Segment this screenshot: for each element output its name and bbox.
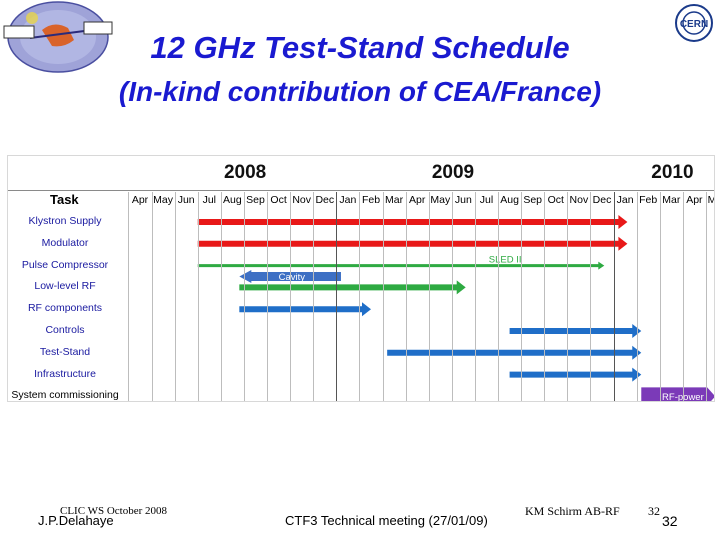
month-label: Sep xyxy=(246,194,265,206)
month-label: Aug xyxy=(223,194,242,206)
gantt-bar xyxy=(197,236,628,251)
month-separator xyxy=(151,192,153,401)
task-label: RF components xyxy=(27,302,103,315)
month-label: Dec xyxy=(315,194,335,206)
month-label: Nov xyxy=(569,194,589,206)
month-label: May xyxy=(153,194,174,206)
gantt-bar-label: SLED II xyxy=(489,255,522,266)
month-label: Feb xyxy=(361,194,381,206)
footer-meeting: CTF3 Technical meeting (27/01/09) xyxy=(285,513,488,528)
month-separator xyxy=(590,192,592,401)
task-label: Low-level RF xyxy=(34,280,96,293)
month-separator xyxy=(405,192,407,401)
task-label: Controls xyxy=(45,324,85,336)
month-separator xyxy=(636,192,638,401)
month-separator xyxy=(544,192,546,401)
month-label: Apr xyxy=(131,194,149,206)
schedule-gantt-chart: Task SLED II Cavity RF-power 2008 2009 2010 A… xyxy=(7,155,715,402)
gantt-bar xyxy=(197,215,628,229)
month-separator xyxy=(521,192,523,401)
month-separator xyxy=(428,192,430,401)
gantt-bar-label: Cavity xyxy=(279,272,306,283)
month-label: Aug xyxy=(500,194,519,206)
month-separator xyxy=(567,192,569,401)
month-label: Jul xyxy=(202,194,217,206)
gantt-bar xyxy=(509,367,642,382)
task-label: Test-Stand xyxy=(39,345,91,358)
cern-logo: CERN xyxy=(668,0,718,46)
footer-page-number: 32 xyxy=(662,513,678,529)
task-column-separator xyxy=(128,192,130,401)
month-separator xyxy=(290,192,292,401)
svg-text:CERN: CERN xyxy=(680,19,708,30)
footer-page-small: 32 xyxy=(648,504,660,518)
month-label: Jan xyxy=(616,194,634,206)
month-separator xyxy=(682,192,684,401)
task-column-header: Task xyxy=(50,192,79,207)
gantt-bar xyxy=(239,280,466,295)
footer-event: CLIC WS October 2008 xyxy=(60,505,168,517)
month-label: Jun xyxy=(177,194,195,206)
month-label: Feb xyxy=(639,194,658,206)
footer-presenter: J.P.Delahaye xyxy=(38,513,114,528)
month-label: Dec xyxy=(592,194,612,206)
month-label: Oct xyxy=(547,194,564,206)
month-separator xyxy=(243,192,245,401)
month-label: May xyxy=(704,194,714,206)
task-label: Pulse Compressor xyxy=(21,258,109,271)
task-label: Infrastructure xyxy=(34,367,96,380)
slide-title: 12 GHz Test-Stand Schedule xyxy=(150,30,570,65)
year-label-2008: 2008 xyxy=(223,162,267,183)
month-separator xyxy=(474,192,476,401)
gantt-bar xyxy=(641,387,714,401)
month-label: Mar xyxy=(662,194,681,206)
task-label: Klystron Supply xyxy=(28,215,102,227)
month-label: May xyxy=(430,194,451,206)
month-separator xyxy=(382,192,384,401)
month-separator xyxy=(267,192,269,401)
gantt-bar xyxy=(239,302,371,317)
footer-author: KM Schirm AB-RF xyxy=(525,504,620,518)
month-label: Jul xyxy=(479,194,494,206)
month-label: Apr xyxy=(409,194,426,206)
month-separator xyxy=(313,192,315,401)
task-label: System commissioning xyxy=(11,389,119,402)
month-label: Mar xyxy=(385,194,404,206)
month-separator xyxy=(451,192,453,401)
month-separator xyxy=(705,192,707,401)
month-separator xyxy=(659,192,661,401)
month-label: Apr xyxy=(686,194,703,206)
gantt-bar xyxy=(197,261,605,270)
header-rule xyxy=(8,190,714,191)
month-separator xyxy=(613,192,615,401)
gantt-bar xyxy=(387,345,642,360)
month-label: Jan xyxy=(339,194,357,206)
year-label-2010: 2010 xyxy=(651,162,694,183)
month-separator xyxy=(197,192,199,401)
month-separator xyxy=(498,192,500,401)
clic-logo xyxy=(3,1,113,73)
month-separator xyxy=(220,192,222,401)
month-separator xyxy=(336,192,338,401)
month-label: Jun xyxy=(454,194,472,206)
task-label: Modulator xyxy=(41,236,89,249)
year-label-2009: 2009 xyxy=(431,162,475,183)
gantt-bar xyxy=(509,324,642,338)
month-separator xyxy=(359,192,361,401)
month-label: Sep xyxy=(523,194,543,206)
month-label: Nov xyxy=(292,194,312,206)
slide-subtitle: (In-kind contribution of CEA/France) xyxy=(118,76,602,107)
month-label: Oct xyxy=(270,194,287,206)
month-separator xyxy=(174,192,176,401)
